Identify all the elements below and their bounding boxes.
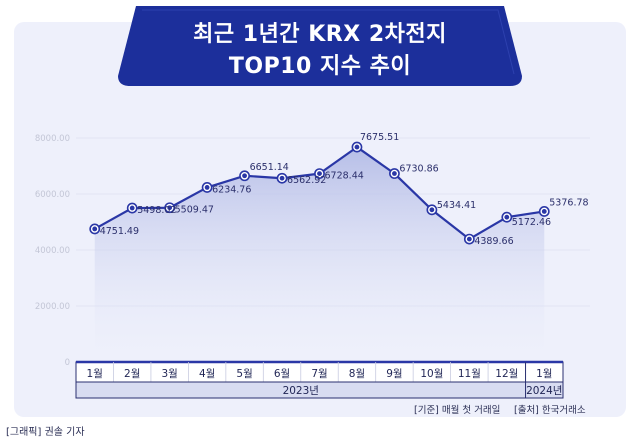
area-layer xyxy=(94,147,545,362)
x-tick-label: 9월 xyxy=(386,368,402,380)
data-label: 6728.44 xyxy=(325,171,364,182)
x-axis: 1월 2월 3월 4월 5월 6월 7월 8월 9월 10월 11월 12월 1월 2023년 2024년 xyxy=(75,360,564,399)
year-label: 2023년 xyxy=(283,385,319,397)
x-tick-label: 8월 xyxy=(349,368,365,380)
y-tick-label: 0 xyxy=(65,358,70,368)
y-tick-label: 4000.00 xyxy=(35,246,70,256)
data-point-core xyxy=(204,185,210,190)
x-tick-label: 11월 xyxy=(458,368,481,380)
data-label: 7675.51 xyxy=(360,132,399,143)
data-point-core xyxy=(429,207,435,213)
point-layer xyxy=(89,141,550,245)
data-label: 5376.78 xyxy=(549,197,588,208)
data-point-core xyxy=(392,171,397,176)
x-tick-label: 3월 xyxy=(161,368,177,380)
data-point-core xyxy=(317,171,322,177)
data-label: 6730.86 xyxy=(399,164,438,175)
year-band xyxy=(75,381,564,399)
x-tick-label: 4월 xyxy=(199,368,215,380)
y-tick-label: 8000.00 xyxy=(35,134,70,144)
x-tick-label: 7월 xyxy=(311,368,327,380)
data-label: 5498.02 xyxy=(137,205,176,216)
data-point-core xyxy=(242,173,247,179)
data-label: 5434.41 xyxy=(437,200,476,211)
chart-title-line1: 최근 1년간 KRX 2차전지 xyxy=(193,22,447,47)
x-tick-label: 1월 xyxy=(87,368,103,380)
x-tick-label: 1월 xyxy=(536,368,552,380)
area-fill xyxy=(94,147,545,362)
data-point-core xyxy=(541,209,547,214)
data-point-core xyxy=(354,144,360,150)
data-label: 5172.46 xyxy=(512,217,551,228)
data-point-core xyxy=(504,214,510,220)
data-point-core xyxy=(92,226,98,232)
graphic-credit: [그래픽] 권솔 기자 xyxy=(6,427,85,438)
data-label: 6562.92 xyxy=(287,175,326,186)
year-label: 2024년 xyxy=(526,385,562,397)
title-banner: 최근 1년간 KRX 2차전지 TOP10 지수 추이 xyxy=(118,6,522,86)
x-tick-label: 6월 xyxy=(274,368,290,380)
data-label: 4751.49 xyxy=(100,226,139,237)
x-tick-label: 12월 xyxy=(495,368,518,380)
data-point-core xyxy=(167,205,173,211)
data-point-core xyxy=(466,236,472,242)
chart-title-line2: TOP10 지수 추이 xyxy=(228,54,412,79)
data-label: 6651.14 xyxy=(250,162,289,173)
data-label: 4389.66 xyxy=(474,236,513,247)
data-point-core xyxy=(279,175,285,181)
title-banner-shape xyxy=(118,6,522,86)
data-point-core xyxy=(129,205,135,211)
source-note: [출처] 한국거래소 xyxy=(514,405,586,416)
y-tick-label: 6000.00 xyxy=(35,190,70,200)
data-label: 6234.76 xyxy=(212,184,251,195)
x-tick-label: 5월 xyxy=(236,368,252,380)
basis-note: [기준] 매월 첫 거래일 xyxy=(414,405,501,416)
y-tick-label: 2000.00 xyxy=(35,302,70,312)
data-label: 5509.47 xyxy=(175,205,214,216)
x-tick-label: 10월 xyxy=(420,368,443,380)
x-tick-label: 2월 xyxy=(124,368,140,380)
